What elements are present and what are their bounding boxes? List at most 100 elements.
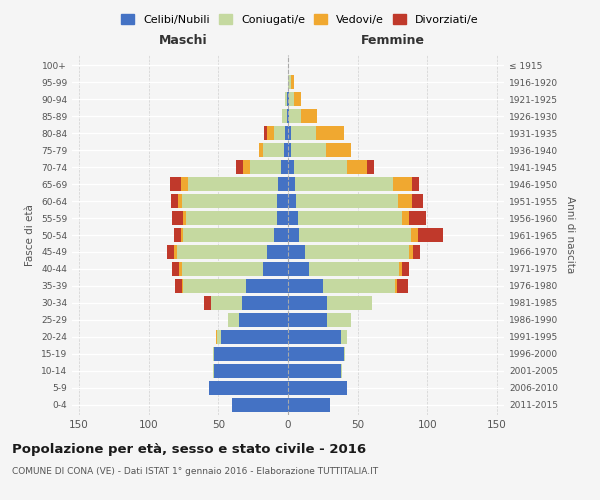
Legend: Celibi/Nubili, Coniugati/e, Vedovi/e, Divorziati/e: Celibi/Nubili, Coniugati/e, Vedovi/e, Di…: [118, 10, 482, 28]
Bar: [299, 228, 410, 242]
Bar: [277, 194, 288, 208]
Text: Femmine: Femmine: [361, 34, 425, 48]
Bar: [413, 245, 421, 259]
Bar: [170, 177, 181, 191]
Bar: [412, 177, 419, 191]
Bar: [263, 262, 288, 276]
Bar: [316, 126, 344, 140]
Bar: [211, 296, 242, 310]
Y-axis label: Anni di nascita: Anni di nascita: [565, 196, 575, 274]
Bar: [287, 92, 288, 106]
Bar: [236, 160, 244, 174]
Bar: [288, 177, 295, 191]
Bar: [288, 75, 291, 89]
Bar: [171, 194, 178, 208]
Bar: [293, 160, 347, 174]
Bar: [172, 262, 179, 276]
Bar: [291, 143, 326, 157]
Bar: [246, 279, 288, 293]
Bar: [288, 381, 347, 395]
Bar: [289, 92, 293, 106]
Bar: [228, 313, 239, 327]
Bar: [402, 211, 409, 225]
Bar: [367, 160, 374, 174]
Bar: [174, 245, 176, 259]
Text: Popolazione per età, sesso e stato civile - 2016: Popolazione per età, sesso e stato civil…: [12, 442, 366, 456]
Bar: [232, 398, 288, 412]
Bar: [288, 194, 296, 208]
Bar: [186, 211, 277, 225]
Bar: [172, 211, 184, 225]
Bar: [181, 177, 188, 191]
Bar: [213, 364, 214, 378]
Bar: [410, 228, 418, 242]
Bar: [288, 364, 341, 378]
Bar: [344, 347, 345, 361]
Bar: [412, 194, 423, 208]
Text: Maschi: Maschi: [159, 34, 208, 48]
Bar: [295, 177, 392, 191]
Bar: [341, 364, 343, 378]
Bar: [293, 92, 301, 106]
Bar: [182, 262, 263, 276]
Bar: [288, 279, 323, 293]
Bar: [418, 228, 443, 242]
Bar: [283, 109, 287, 123]
Bar: [284, 143, 288, 157]
Bar: [305, 245, 409, 259]
Bar: [176, 245, 267, 259]
Bar: [217, 330, 221, 344]
Bar: [327, 313, 351, 327]
Bar: [288, 245, 305, 259]
Bar: [175, 279, 182, 293]
Bar: [397, 279, 408, 293]
Bar: [323, 279, 395, 293]
Bar: [184, 279, 246, 293]
Bar: [214, 364, 288, 378]
Bar: [326, 143, 351, 157]
Bar: [267, 126, 274, 140]
Bar: [288, 126, 291, 140]
Bar: [309, 262, 400, 276]
Bar: [178, 194, 182, 208]
Bar: [267, 245, 288, 259]
Bar: [287, 109, 288, 123]
Bar: [288, 296, 327, 310]
Bar: [277, 211, 288, 225]
Bar: [214, 347, 288, 361]
Bar: [265, 126, 267, 140]
Bar: [400, 262, 402, 276]
Bar: [215, 330, 217, 344]
Bar: [278, 177, 288, 191]
Bar: [259, 143, 263, 157]
Bar: [395, 279, 397, 293]
Bar: [288, 347, 344, 361]
Bar: [296, 194, 398, 208]
Bar: [244, 160, 250, 174]
Bar: [239, 313, 288, 327]
Bar: [188, 177, 278, 191]
Bar: [392, 177, 412, 191]
Bar: [291, 126, 316, 140]
Bar: [288, 160, 293, 174]
Bar: [288, 92, 289, 106]
Bar: [288, 313, 327, 327]
Bar: [274, 228, 288, 242]
Bar: [167, 245, 174, 259]
Bar: [298, 211, 402, 225]
Bar: [242, 296, 288, 310]
Bar: [409, 211, 426, 225]
Bar: [289, 109, 301, 123]
Bar: [301, 109, 317, 123]
Bar: [184, 211, 186, 225]
Bar: [288, 398, 330, 412]
Bar: [347, 160, 367, 174]
Bar: [285, 126, 288, 140]
Bar: [182, 194, 277, 208]
Bar: [174, 228, 181, 242]
Bar: [250, 160, 281, 174]
Bar: [182, 279, 184, 293]
Bar: [288, 330, 341, 344]
Y-axis label: Fasce di età: Fasce di età: [25, 204, 35, 266]
Bar: [181, 228, 184, 242]
